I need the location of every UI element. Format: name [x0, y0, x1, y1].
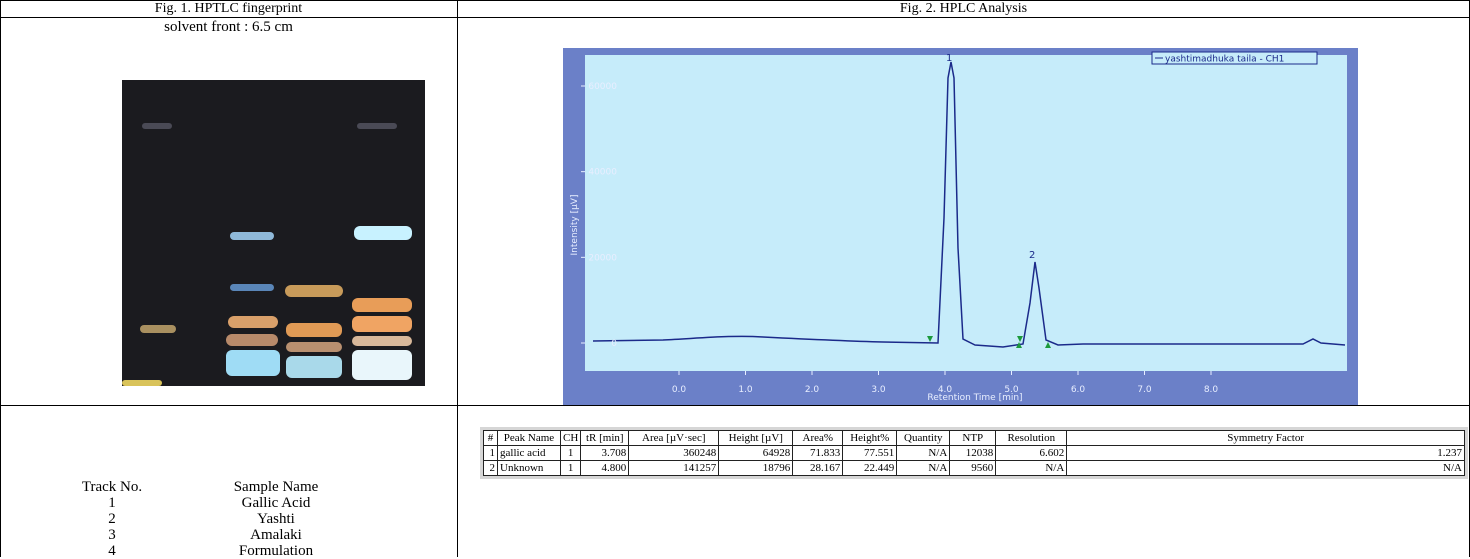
- table-cell: 77.551: [842, 445, 898, 461]
- sample-name: Gallic Acid: [241, 495, 311, 511]
- table-cell: gallic acid: [497, 445, 561, 461]
- track-no: 1: [108, 495, 116, 511]
- table-cell: 18796: [718, 460, 794, 476]
- border: [0, 405, 1470, 406]
- table-cell: 1: [559, 445, 582, 461]
- table-cell: 141257: [628, 460, 720, 476]
- x-axis-label: Retention Time [min]: [927, 393, 1022, 403]
- column-header: Quantity: [896, 430, 951, 446]
- x-tick-label: 5.0: [1004, 385, 1019, 395]
- table-cell: 6.602: [995, 445, 1068, 461]
- table-cell: N/A: [896, 460, 951, 476]
- track-no: 4: [108, 543, 116, 559]
- column-header: Peak Name: [497, 430, 561, 446]
- table-cell: 64928: [718, 445, 794, 461]
- border: [457, 0, 458, 557]
- table-cell: 3.708: [580, 445, 630, 461]
- x-tick-label: 0.0: [672, 385, 687, 395]
- y-tick-label: 40000: [588, 168, 617, 178]
- x-tick-label: 4.0: [938, 385, 953, 395]
- column-header: Area [µV·sec]: [628, 430, 720, 446]
- column-header: Height [µV]: [718, 430, 794, 446]
- legend-label: yashtimadhuka taila - CH1: [1165, 55, 1284, 65]
- track-no: Track No.: [81, 479, 143, 495]
- y-tick-label: 60000: [588, 82, 617, 92]
- border: [0, 0, 1, 557]
- x-tick-label: 3.0: [871, 385, 886, 395]
- sample-name: Yashti: [257, 511, 295, 527]
- table-row: 2 Unknown 1 4.800 141257 18796 28.167 22.449 N/A…: [483, 460, 1465, 476]
- border: [0, 0, 1470, 1]
- table-cell: Unknown: [497, 460, 561, 476]
- plot-area: [585, 55, 1347, 371]
- x-tick-label: 7.0: [1137, 385, 1152, 395]
- column-header: NTP: [949, 430, 997, 446]
- x-tick-label: 8.0: [1204, 385, 1219, 395]
- column-header: Resolution: [995, 430, 1068, 446]
- track-no: 3: [108, 527, 116, 543]
- y-tick-label: 0: [611, 339, 617, 349]
- column-header: Height%: [842, 430, 898, 446]
- table-cell: 22.449: [842, 460, 898, 476]
- fig2-caption: Fig. 2. HPLC Analysis: [899, 1, 1028, 16]
- table-cell: 28.167: [792, 460, 844, 476]
- peak-label: 2: [1029, 250, 1035, 261]
- hptlc-plate: [122, 80, 425, 386]
- table-cell: 1.237: [1066, 445, 1465, 461]
- sample-name: Formulation: [238, 543, 314, 559]
- table-cell: 12038: [949, 445, 997, 461]
- hplc-chart: yashtimadhuka taila - CH1 1 2 Retention …: [563, 48, 1358, 405]
- table-cell: 1: [559, 460, 582, 476]
- sample-name: Sample Name: [233, 479, 319, 495]
- column-header: #: [483, 430, 498, 446]
- table-cell: N/A: [896, 445, 951, 461]
- table-cell: 4.800: [580, 460, 630, 476]
- table-cell: N/A: [995, 460, 1068, 476]
- legend-box: [1151, 51, 1318, 65]
- column-header: CH: [559, 430, 582, 446]
- column-header: Area%: [792, 430, 844, 446]
- column-header: Symmetry Factor: [1066, 430, 1465, 446]
- peak-table: # Peak Name CH tR [min] Area [µV·sec] Height …: [483, 430, 1465, 476]
- x-tick-label: 1.0: [738, 385, 753, 395]
- table-cell: N/A: [1066, 460, 1465, 476]
- table-row: 1 gallic acid 1 3.708 360248 64928 71.833 77.55…: [483, 445, 1465, 461]
- column-header: tR [min]: [580, 430, 630, 446]
- peak-marker: [927, 336, 1051, 348]
- table-cell: 9560: [949, 460, 997, 476]
- y-tick-label: 20000: [588, 253, 617, 263]
- table-cell: 2: [483, 460, 498, 476]
- fig1-caption: Fig. 1. HPTLC fingerprint: [154, 1, 303, 16]
- table-cell: 1: [483, 445, 498, 461]
- solvent-front: solvent front : 6.5 cm: [164, 19, 293, 35]
- chromatogram-trace: [592, 61, 1346, 348]
- table-cell: 360248: [628, 445, 720, 461]
- x-tick-label: 2.0: [805, 385, 820, 395]
- x-tick-label: 6.0: [1071, 385, 1086, 395]
- y-axis-label: Intensity [µV]: [570, 195, 580, 256]
- peak-label: 1: [946, 53, 952, 64]
- table-cell: 71.833: [792, 445, 844, 461]
- sample-name: Amalaki: [250, 527, 302, 543]
- track-no: 2: [108, 511, 116, 527]
- border: [0, 17, 1470, 18]
